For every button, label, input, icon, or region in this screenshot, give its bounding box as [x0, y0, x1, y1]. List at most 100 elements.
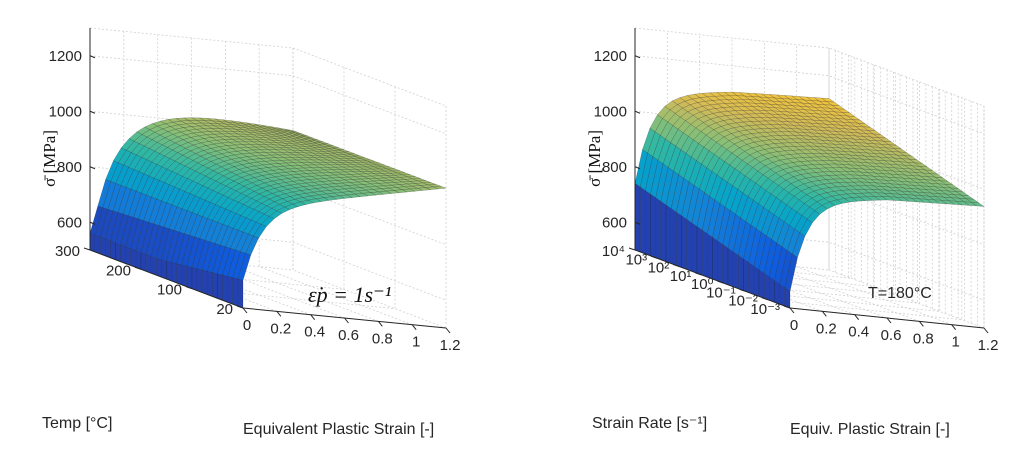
- surface-face: [191, 267, 198, 291]
- surface-face: [140, 252, 147, 272]
- x-tick-mark: [821, 311, 827, 317]
- surface-face: [640, 186, 646, 255]
- y-tick-label: 10⁻²: [728, 293, 758, 310]
- z-tick-mark: [89, 221, 96, 225]
- surface-face: [161, 259, 167, 280]
- x-tick-label: 0: [243, 317, 251, 334]
- surface-face: [655, 197, 661, 260]
- axes: 600 800 1000 1200 10⁴ 10³ 10² 10¹ 10⁰10⁻¹10⁻²10⁻…: [585, 28, 998, 438]
- z-tick-label: 1000: [49, 103, 82, 120]
- x-tick-mark: [918, 321, 924, 327]
- x-tick-label: 1.2: [978, 337, 999, 354]
- z-tick-label: 1200: [594, 48, 627, 65]
- x-tick-mark: [411, 324, 417, 330]
- surface-face: [681, 215, 687, 270]
- surface-face: [686, 219, 692, 272]
- y-tick-label: 200: [106, 262, 131, 279]
- surface-face: [110, 240, 116, 260]
- surface-face: [738, 255, 744, 291]
- x-tick-label: 0.8: [372, 330, 393, 347]
- surface-face: [722, 244, 729, 286]
- y-tick-mark: [783, 305, 791, 309]
- surface-face: [634, 183, 641, 253]
- surface-face: [227, 276, 233, 305]
- y-tick-mark: [695, 272, 702, 276]
- y-tick-label: 10³: [625, 251, 647, 268]
- z-tick-mark: [634, 55, 641, 59]
- y-axis-label: Temp [°C]: [42, 415, 112, 432]
- surface-face: [181, 264, 188, 287]
- y-grid-line: [767, 97, 963, 321]
- surface-face: [105, 238, 111, 258]
- y-axis: [89, 249, 244, 309]
- surface-face: [748, 262, 754, 295]
- y-tick-label: 10¹: [670, 268, 692, 285]
- x-tick-mark: [854, 314, 860, 320]
- surface-face: [232, 277, 239, 307]
- y-tick-label: 300: [55, 243, 80, 260]
- z-grid-line: [89, 166, 447, 246]
- y-tick-label: 10⁻¹: [706, 284, 736, 301]
- y-axis-label: Strain Rate [s⁻¹]: [592, 415, 707, 432]
- y-tick-mark: [185, 286, 193, 290]
- surface-face: [156, 258, 162, 278]
- surface-face: [660, 201, 667, 262]
- y-tick-label: 20: [216, 301, 233, 318]
- surface-face: [151, 256, 157, 276]
- z-tick-label: 600: [57, 214, 82, 231]
- x-tick-label: 0.2: [270, 320, 291, 337]
- x-tick-label: 0.8: [913, 330, 934, 347]
- x-tick-label: 0.6: [881, 327, 902, 344]
- z-tick-label: 800: [57, 159, 82, 176]
- y-tick-mark: [134, 266, 142, 270]
- y-tick-mark: [739, 288, 746, 292]
- surface-face: [171, 262, 177, 284]
- surface-face: [94, 235, 101, 255]
- z-tick-label: 800: [602, 159, 627, 176]
- surface-face: [186, 266, 193, 289]
- surface-face: [712, 237, 718, 282]
- z-tick-mark: [634, 221, 641, 225]
- z-axis-label: σ̄ [MPa]: [40, 130, 59, 187]
- y-tick-label: 10²: [648, 260, 670, 277]
- x-tick-mark: [886, 317, 892, 324]
- x-tick-mark: [445, 327, 451, 334]
- x-tick-mark: [983, 327, 989, 334]
- x-tick-label: 0.6: [338, 327, 359, 344]
- surface-mesh: [89, 117, 447, 309]
- z-tick-mark: [634, 110, 641, 114]
- surface-face: [743, 258, 749, 293]
- surface-face: [702, 229, 708, 278]
- z-grid-line: [634, 55, 985, 135]
- surface-face: [115, 242, 121, 262]
- surface-face: [237, 278, 244, 309]
- surface-face: [89, 233, 96, 253]
- surface-face: [779, 283, 785, 307]
- x-tick-mark: [344, 317, 349, 324]
- x-tick-mark: [276, 311, 282, 317]
- x-tick-mark: [242, 307, 248, 314]
- z-grid-line: [89, 27, 447, 107]
- y-tick-label: 10⁰: [691, 276, 714, 293]
- surface-face: [120, 244, 126, 264]
- z-grid-line: [634, 27, 985, 107]
- surface-face: [691, 222, 698, 274]
- z-tick-mark: [89, 166, 96, 170]
- surface-face: [166, 260, 172, 282]
- annotation: T=180°C: [868, 285, 932, 302]
- surface-face: [764, 273, 770, 301]
- surface-face: [676, 211, 682, 268]
- x-axis-label: Equivalent Plastic Strain [-]: [243, 421, 434, 438]
- surface-face: [196, 268, 203, 293]
- y-tick-label: 10⁴: [602, 243, 625, 260]
- y-tick-mark: [673, 264, 680, 268]
- surface-face: [733, 251, 739, 289]
- x-tick-label: 0.2: [816, 320, 837, 337]
- right-surface-plot: 600 800 1000 1200 10⁴ 10³ 10² 10¹ 10⁰10⁻¹10⁻²10⁻…: [585, 27, 998, 438]
- x-tick-label: 1.2: [440, 337, 461, 354]
- surface-face: [222, 274, 228, 303]
- surface-face: [707, 233, 713, 280]
- y-tick-mark: [83, 247, 91, 251]
- z-axis-label: σ̄ [MPa]: [585, 130, 604, 187]
